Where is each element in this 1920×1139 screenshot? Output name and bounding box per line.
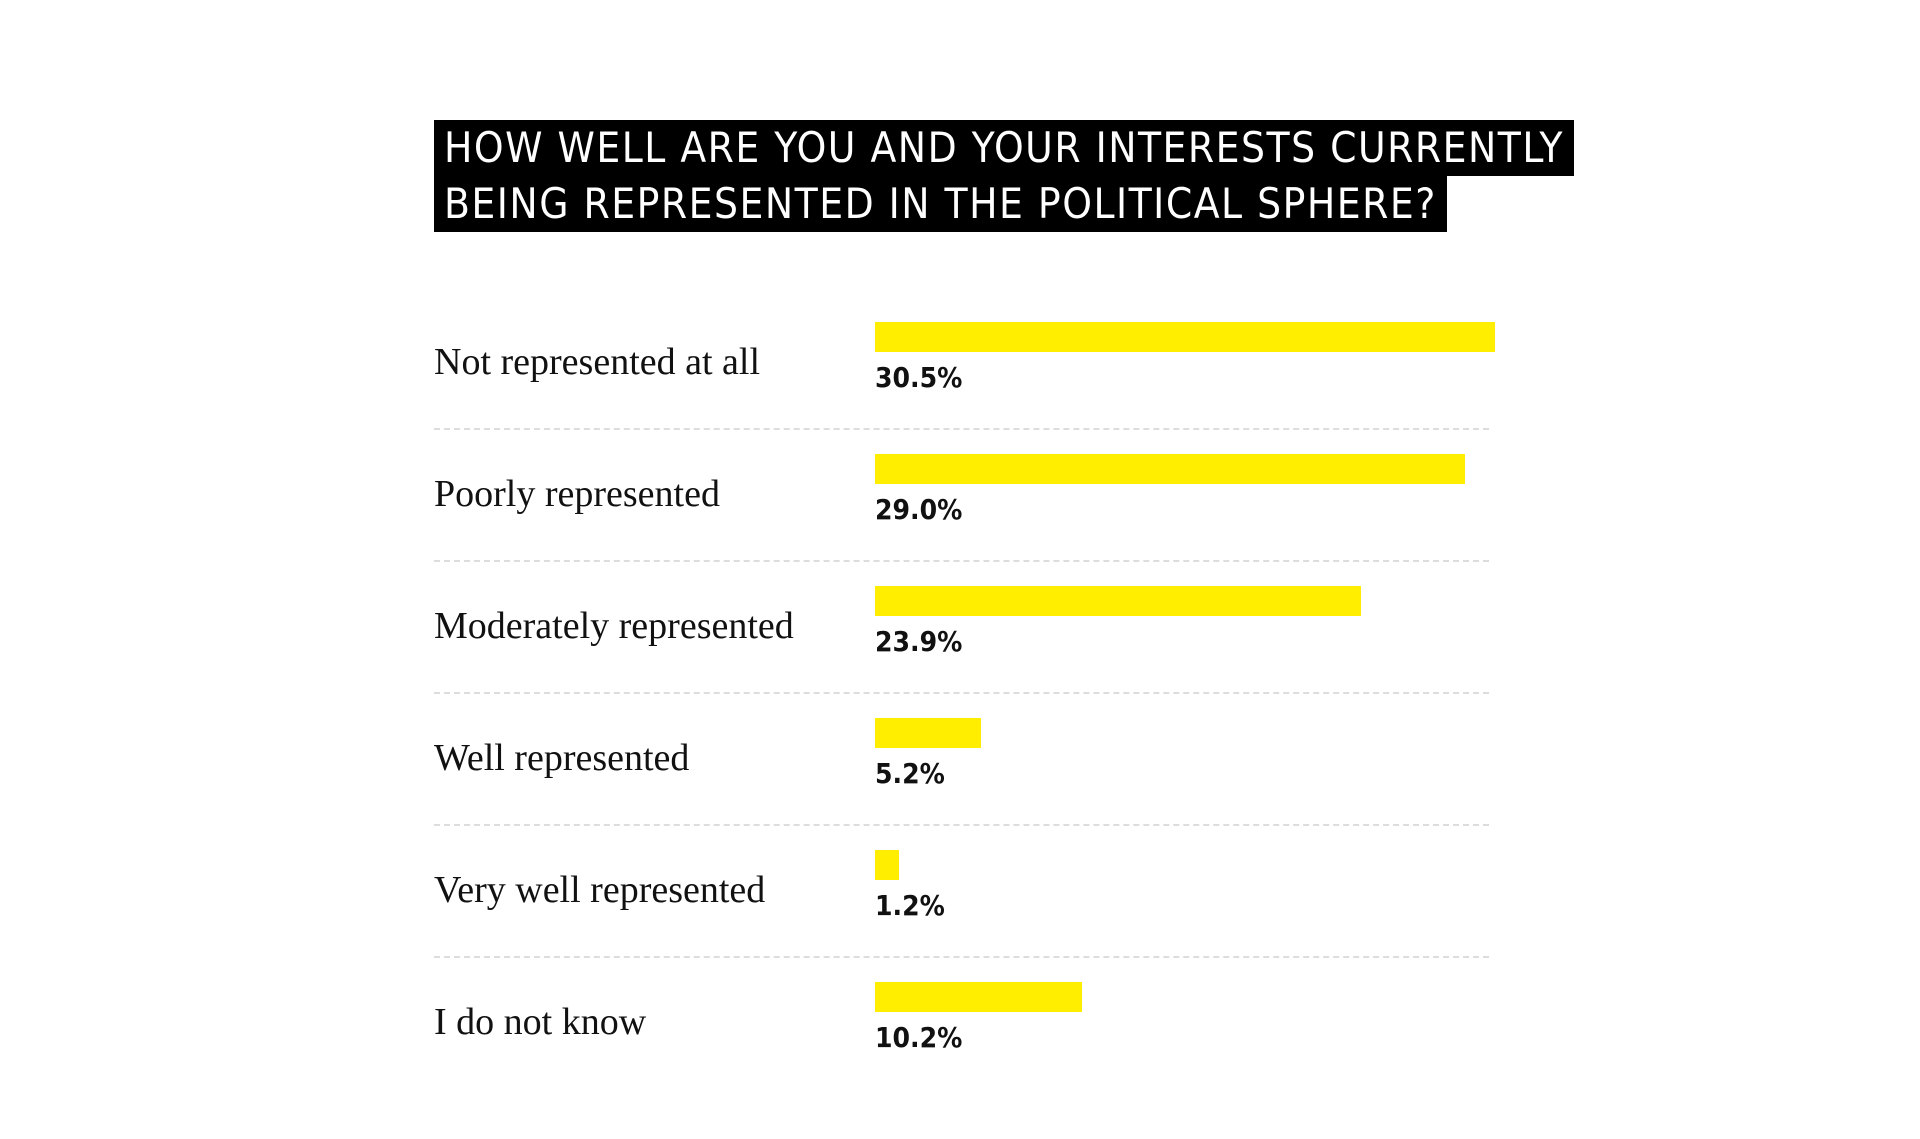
category-label: I do not know [434,1001,647,1043]
category-label: Not represented at all [434,341,761,383]
category-label: Well represented [434,737,690,779]
row-divider [434,692,1489,694]
value-label: 23.9% [875,625,963,658]
chart-title-line-1: HOW WELL ARE YOU AND YOUR INTERESTS CURR… [434,120,1574,176]
row-divider [434,956,1489,958]
bar [875,322,1495,352]
value-label: 5.2% [875,757,945,790]
row-divider [434,560,1489,562]
bar [875,586,1361,616]
bar [875,982,1083,1012]
category-label: Very well represented [434,869,766,911]
category-label: Poorly represented [434,473,720,515]
value-label: 29.0% [875,493,963,526]
bar [875,850,900,880]
row-divider [434,824,1489,826]
value-label: 30.5% [875,361,963,394]
row-divider [434,428,1489,430]
category-label: Moderately represented [434,605,794,647]
bar [875,718,981,748]
bar [875,454,1465,484]
value-label: 10.2% [875,1021,963,1054]
chart-title-line-2: BEING REPRESENTED IN THE POLITICAL SPHER… [434,176,1447,232]
value-label: 1.2% [875,889,945,922]
